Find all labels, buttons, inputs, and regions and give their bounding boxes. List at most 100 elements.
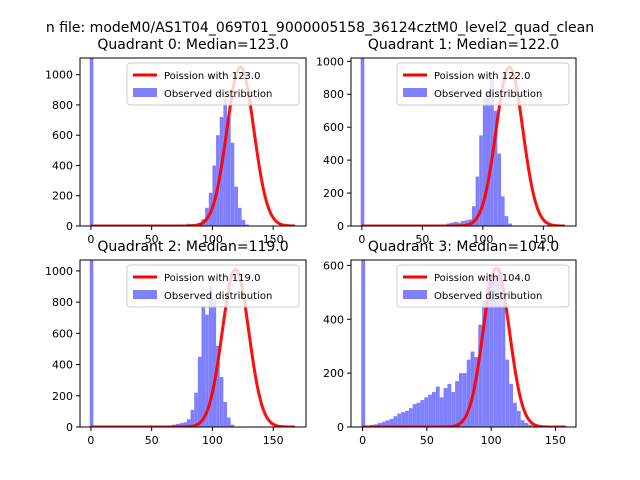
- histogram-bar: [190, 409, 195, 427]
- histogram-bar: [524, 422, 529, 427]
- histogram-bar: [489, 273, 494, 427]
- y-tick-label: 600: [323, 121, 344, 134]
- histogram-bar: [241, 219, 246, 226]
- legend-label-observed: Observed distribution: [434, 291, 542, 302]
- legend-label-observed: Observed distribution: [164, 291, 272, 302]
- y-tick-label: 400: [52, 359, 73, 372]
- histogram-bar: [509, 383, 513, 427]
- histogram-spike-bar: [89, 260, 94, 427]
- histogram-bar: [435, 386, 440, 427]
- histogram-bar: [457, 222, 462, 226]
- histogram-bar: [216, 345, 220, 427]
- y-tick-label: 1000: [45, 265, 73, 278]
- histogram-bar: [508, 223, 512, 226]
- panel-title: Quadrant 3: Median=104.0: [368, 239, 559, 255]
- histogram-bar: [497, 268, 502, 427]
- legend: Poission with 123.0 Observed distribution: [126, 62, 300, 106]
- panel-title: Quadrant 2: Median=119.0: [97, 239, 288, 255]
- histogram-bar: [443, 387, 448, 427]
- histogram-bar: [412, 404, 417, 427]
- histogram-bar: [479, 135, 483, 226]
- histogram-bar: [466, 359, 471, 427]
- x-tick-label: 150: [263, 233, 284, 246]
- legend-box: [126, 264, 300, 308]
- histogram-bar: [471, 206, 476, 226]
- legend-bar-swatch: [133, 88, 157, 97]
- y-tick-label: 800: [323, 88, 344, 101]
- panel-quadrant-0: 0 50 100 150 0 200 400 600 800 1000 Quadrant 0: Me…: [45, 37, 307, 246]
- histogram-bar: [385, 420, 390, 427]
- histogram-bar: [516, 410, 521, 427]
- legend-label-poisson: Poission with 119.0: [164, 273, 260, 284]
- x-tick-label: 50: [415, 233, 429, 246]
- y-tick-label: 800: [52, 99, 73, 112]
- histogram-bar: [475, 176, 480, 226]
- histogram-bar: [450, 222, 454, 226]
- histogram-bar: [464, 220, 469, 226]
- panel-quadrant-3: 0 50 100 150 0 200 400 600 Quadrant 3: Median=10…: [323, 239, 577, 447]
- axes-frame: [350, 259, 577, 428]
- histogram-bar: [505, 359, 510, 427]
- histogram-bar: [393, 416, 398, 427]
- histogram-bar: [532, 425, 537, 427]
- y-tick-label: 400: [52, 159, 73, 172]
- histogram-bar: [194, 392, 198, 427]
- histogram-bar: [219, 377, 224, 427]
- poisson-curve: [362, 266, 566, 427]
- y-tick-label: 0: [337, 421, 344, 434]
- y-tick-label: 600: [52, 129, 73, 142]
- histogram-bar: [197, 356, 202, 427]
- histogram-bar: [447, 383, 452, 427]
- histogram-bar: [501, 297, 506, 427]
- histogram-bar: [501, 196, 505, 226]
- x-tick-label: 100: [481, 434, 502, 447]
- histogram-bar: [175, 423, 180, 427]
- poisson-curve: [90, 267, 296, 427]
- panel-title: Quadrant 0: Median=123.0: [97, 37, 288, 53]
- histogram-spike-bar: [361, 260, 366, 427]
- x-tick-label: 150: [263, 434, 284, 447]
- legend-bar-swatch: [133, 290, 157, 299]
- y-tick-label: 600: [52, 327, 73, 340]
- histogram-bar: [424, 397, 429, 427]
- histogram-spike-bar: [89, 58, 94, 226]
- histogram-bar: [397, 413, 402, 427]
- histogram-bar: [205, 314, 209, 427]
- panel-quadrant-1: 0 50 100 150 0 200 400 600 800 1000 Quadrant 1: Me…: [316, 37, 577, 246]
- legend: Poission with 104.0 Observed distribution: [396, 264, 570, 308]
- legend-label-poisson: Poission with 104.0: [434, 273, 530, 284]
- y-tick-label: 0: [66, 220, 73, 233]
- histogram-bar: [428, 394, 432, 427]
- histogram-bar: [486, 281, 490, 427]
- histogram-bar: [179, 423, 184, 427]
- axes-frame: [79, 259, 307, 428]
- histogram-bar: [482, 300, 486, 427]
- legend: Poission with 122.0 Observed distribution: [396, 62, 570, 106]
- x-tick-label: 50: [145, 233, 159, 246]
- panel-title: Quadrant 1: Median=122.0: [368, 37, 559, 53]
- histogram-bar: [208, 286, 213, 427]
- histogram-bar: [462, 373, 467, 427]
- y-tick-label: 400: [323, 154, 344, 167]
- histogram-bar: [482, 97, 487, 226]
- histogram-bar: [234, 186, 238, 226]
- y-tick-label: 1000: [316, 55, 344, 68]
- x-tick-label: 50: [420, 434, 434, 447]
- histogram-bar: [493, 110, 498, 226]
- histogram-bar: [459, 373, 463, 427]
- histogram-bar: [528, 424, 533, 427]
- axes-frame: [350, 57, 577, 227]
- histogram-bar: [183, 422, 187, 427]
- histogram-bar: [186, 419, 191, 427]
- histogram-bar: [408, 408, 413, 427]
- histogram-bar: [497, 153, 501, 226]
- histogram-bar: [416, 402, 421, 427]
- histogram-bar: [227, 417, 231, 427]
- histogram-bar: [405, 410, 409, 427]
- y-tick-label: 0: [337, 220, 344, 233]
- x-tick-label: 0: [87, 233, 94, 246]
- axes-frame: [79, 57, 307, 227]
- legend-label-observed: Observed distribution: [434, 89, 542, 100]
- y-tick-label: 0: [66, 421, 73, 434]
